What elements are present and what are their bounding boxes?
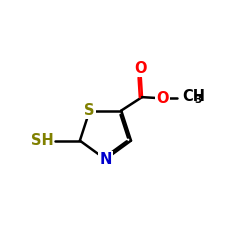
Text: CH: CH bbox=[182, 89, 205, 104]
Text: 3: 3 bbox=[194, 95, 202, 105]
Text: O: O bbox=[156, 91, 169, 106]
Text: N: N bbox=[99, 152, 112, 167]
Text: SH: SH bbox=[31, 133, 54, 148]
Text: S: S bbox=[84, 103, 95, 118]
Text: O: O bbox=[134, 60, 147, 76]
